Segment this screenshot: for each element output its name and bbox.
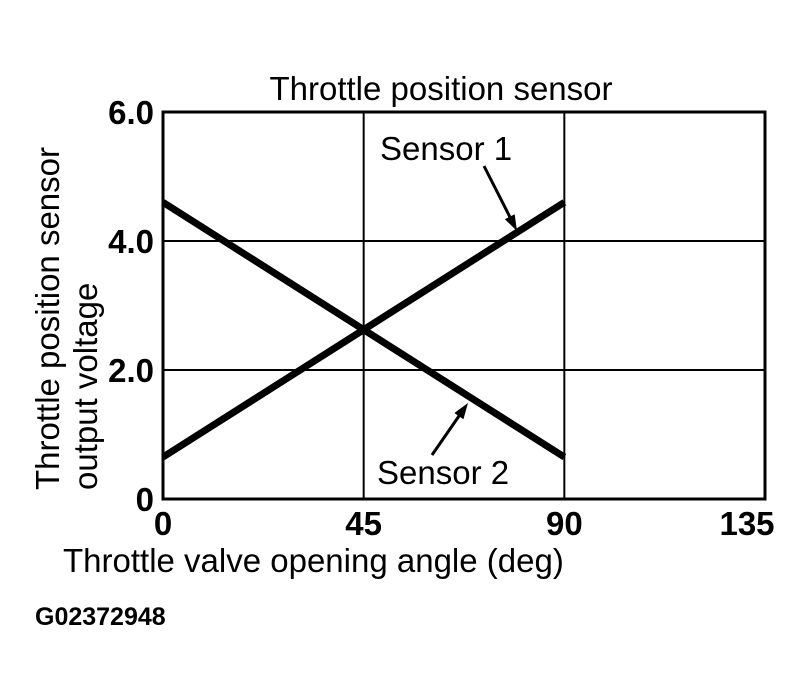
y-tick-label-4-0: 4.0 [108,223,154,260]
annotation-label-sensor-1: Sensor 1 [380,130,512,167]
plot-border [161,110,767,501]
annotation-label-sensor-2: Sensor 2 [377,454,509,491]
x-tick-label-0: 0 [154,505,172,542]
x-tick-label-45: 45 [345,505,382,542]
series-line-sensor-2 [161,199,567,461]
y-tick-label-6-0: 6.0 [108,94,154,131]
y-tick-label-2-0: 2.0 [108,352,154,389]
plot-area: 0 2.0 4.0 6.0 0 45 90 135 Sensor 1 Sensor 2 [108,94,774,542]
y-axis-label-line-1: Throttle position sensor [29,147,66,490]
figure-id: G02372948 [35,603,166,631]
x-tick-label-135: 135 [719,505,774,542]
chart-title: Throttle position sensor [269,70,612,107]
x-axis-label: Throttle valve opening angle (deg) [63,542,564,579]
y-tick-label-0: 0 [136,481,154,518]
x-tick-label-90: 90 [546,505,583,542]
annotation-arrow-line-sensor-1 [482,165,513,221]
annotation-arrowhead-sensor-2 [454,403,468,420]
y-axis-label-line-2: output voltage [67,283,104,490]
annotation-arrow-line-sensor-2 [430,412,463,456]
annotation-arrowhead-sensor-1 [504,214,517,231]
